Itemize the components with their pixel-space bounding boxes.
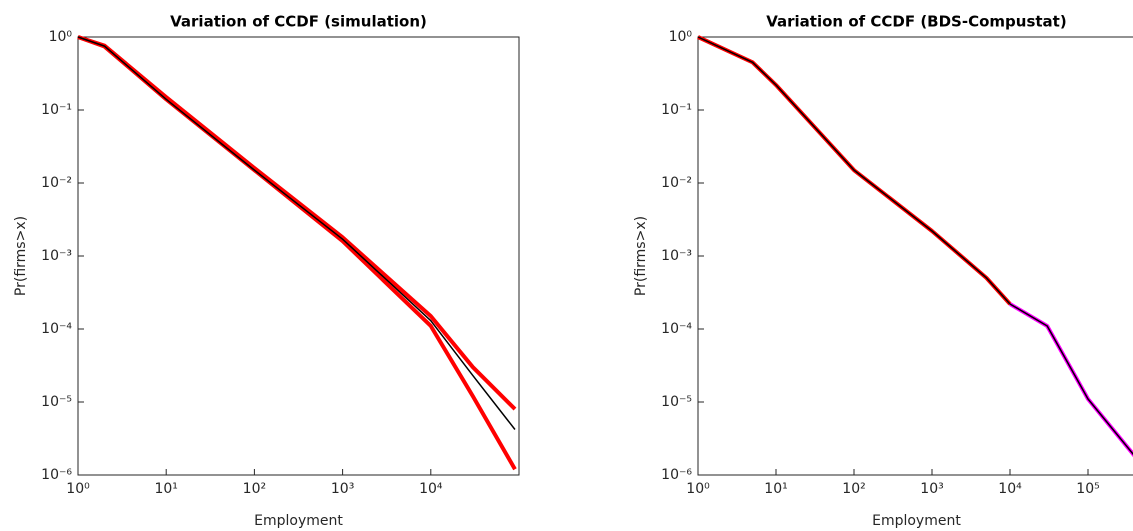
y-tick-label: 10⁻¹: [661, 102, 692, 118]
y-tick-label: 10⁻⁴: [661, 321, 692, 337]
x-axis-label: Employment: [254, 513, 343, 529]
series-line: [1008, 302, 1133, 458]
y-tick-label: 10⁻⁶: [661, 467, 692, 483]
y-axis-label: Pr(firms>x): [633, 216, 649, 296]
y-tick-label: 10⁻²: [41, 175, 72, 191]
x-tick-label: 10¹: [764, 481, 787, 497]
y-tick-label: 10⁰: [49, 29, 73, 45]
y-tick-label: 10⁻⁶: [41, 467, 72, 483]
y-tick-label: 10⁻³: [661, 248, 692, 264]
x-tick-label: 10²: [243, 481, 266, 497]
y-tick-label: 10⁻⁴: [41, 321, 72, 337]
y-tick-label: 10⁻¹: [41, 102, 72, 118]
plot-frame: [697, 36, 1133, 476]
chart-title: Variation of CCDF (BDS-Compustat): [766, 13, 1066, 31]
x-axis-label: Employment: [872, 513, 961, 529]
y-tick-label: 10⁻⁵: [661, 394, 692, 410]
x-tick-label: 10⁰: [66, 481, 90, 497]
x-tick-label: 10⁴: [419, 481, 443, 497]
x-tick-label: 10³: [920, 481, 943, 497]
chart-title: Variation of CCDF (simulation): [170, 13, 427, 31]
plot-frame: [77, 36, 520, 476]
series-line: [77, 36, 516, 430]
x-tick-label: 10⁵: [1076, 481, 1099, 497]
y-tick-label: 10⁰: [669, 29, 693, 45]
series-line: [697, 36, 1133, 456]
y-tick-label: 10⁻³: [41, 248, 72, 264]
y-tick-label: 10⁻²: [661, 175, 692, 191]
x-tick-label: 10³: [331, 481, 354, 497]
y-axis-label: Pr(firms>x): [13, 216, 29, 296]
series-line: [77, 35, 517, 471]
y-tick-label: 10⁻⁵: [41, 394, 72, 410]
x-tick-label: 10⁰: [686, 481, 710, 497]
x-tick-label: 10¹: [154, 481, 177, 497]
x-tick-label: 10²: [842, 481, 865, 497]
x-tick-label: 10⁴: [998, 481, 1022, 497]
